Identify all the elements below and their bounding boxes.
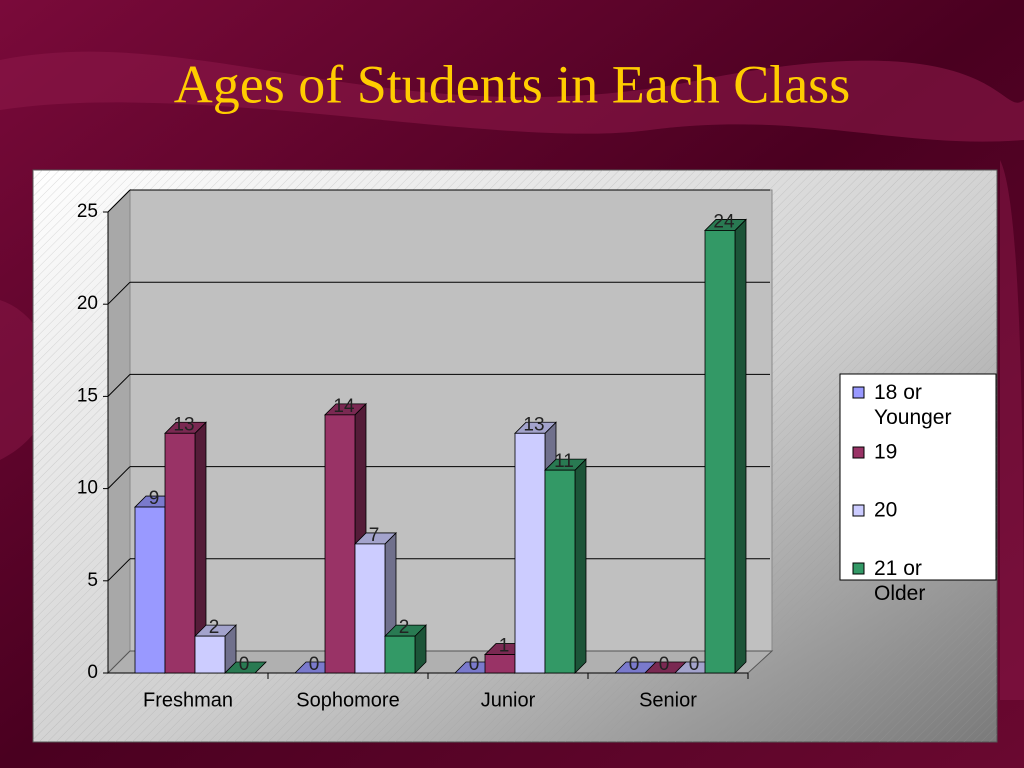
y-tick-label: 5 <box>87 570 98 591</box>
grid-line-side <box>107 281 131 305</box>
bar <box>354 543 386 674</box>
bar <box>544 469 576 674</box>
side-wall <box>107 188 131 675</box>
slide-title: Ages of Students in Each Class <box>174 54 850 114</box>
data-label: 2 <box>399 617 410 638</box>
data-label: 11 <box>554 451 574 472</box>
x-tick-label: Senior <box>639 689 697 711</box>
bar <box>194 635 226 674</box>
data-label: 0 <box>309 654 320 675</box>
bar-side <box>734 218 747 674</box>
x-tick-label: Freshman <box>143 689 233 711</box>
bar <box>324 414 356 674</box>
legend-label: 21 or Older <box>874 557 925 605</box>
x-tick-label: Sophomore <box>296 689 399 711</box>
bar <box>484 654 516 674</box>
bar <box>384 635 416 674</box>
y-tick-label: 0 <box>87 662 98 683</box>
bar <box>134 506 166 674</box>
legend-swatch <box>852 562 865 575</box>
bar <box>514 432 546 674</box>
legend-swatch <box>852 386 865 399</box>
data-label: 13 <box>173 414 194 435</box>
data-label: 14 <box>333 396 355 417</box>
wave <box>0 51 1024 142</box>
back-wall <box>129 189 773 652</box>
legend-swatch <box>852 504 865 517</box>
legend <box>839 373 997 581</box>
x-tick-label: Junior <box>481 689 536 711</box>
data-label: 0 <box>659 654 670 675</box>
data-label: 24 <box>713 211 735 232</box>
data-label: 13 <box>523 414 544 435</box>
bar-top <box>224 661 267 674</box>
y-tick-label: 20 <box>77 293 98 314</box>
y-tick-label: 15 <box>77 385 98 406</box>
data-label: 0 <box>629 654 640 675</box>
data-label: 7 <box>369 525 380 546</box>
bar-side <box>574 458 587 674</box>
legend-label: 18 or Younger <box>874 381 951 429</box>
legend-swatch <box>852 446 865 459</box>
data-label: 0 <box>469 654 480 675</box>
y-tick-label: 25 <box>77 201 98 222</box>
grid-line-side <box>107 466 131 489</box>
data-label: 9 <box>149 488 160 509</box>
legend-label: 20 <box>874 499 897 522</box>
data-label: 1 <box>499 636 510 657</box>
data-label: 0 <box>239 654 250 675</box>
grid-line-side <box>107 558 131 582</box>
y-tick-label: 10 <box>77 478 98 499</box>
legend-label: 19 <box>874 441 897 464</box>
bar <box>704 230 736 674</box>
data-label: 0 <box>689 654 700 675</box>
bar <box>164 432 196 674</box>
data-label: 2 <box>209 617 220 638</box>
grid-line-side <box>107 189 131 213</box>
grid-line-side <box>107 374 131 397</box>
